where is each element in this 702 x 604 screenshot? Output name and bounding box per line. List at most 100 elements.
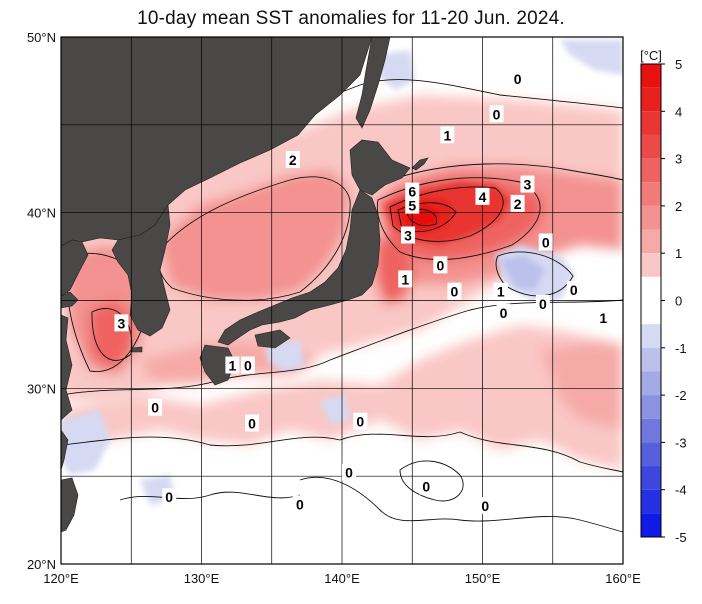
contour-label-0: 0 bbox=[148, 398, 163, 416]
lon-label: 130°E bbox=[184, 571, 220, 586]
colorbar-band bbox=[641, 276, 661, 301]
contour-label-text: 2 bbox=[514, 196, 522, 212]
land-liaodong bbox=[61, 239, 89, 297]
lat-lon-grid bbox=[61, 37, 623, 564]
contour-label-0: 0 bbox=[510, 70, 525, 88]
cold-patch-2 bbox=[500, 255, 545, 290]
land-kyushu bbox=[199, 344, 236, 386]
colorbar-band bbox=[641, 111, 661, 135]
lat-label: 50°N bbox=[27, 30, 56, 45]
land-jeju bbox=[131, 346, 143, 353]
contour-label-bg bbox=[292, 495, 307, 513]
colorbar-tick-label: 3 bbox=[675, 152, 682, 167]
contour-label-bg bbox=[478, 497, 493, 515]
contour-label-text: 1 bbox=[401, 271, 409, 287]
map-frame bbox=[60, 36, 624, 565]
anomaly-band-2c-japansea bbox=[160, 170, 350, 300]
contour-label-bg bbox=[440, 126, 455, 144]
cold-patch-8 bbox=[320, 395, 350, 425]
contour-label-0: 0 bbox=[478, 497, 493, 515]
contour-label-text: 0 bbox=[356, 414, 364, 430]
colorbar-bands bbox=[641, 64, 661, 537]
contour-label-text: 0 bbox=[493, 106, 501, 122]
contour-label-text: 0 bbox=[244, 357, 252, 373]
cold-patch-3 bbox=[560, 40, 623, 75]
colorbar-tick-label: 2 bbox=[675, 199, 682, 214]
land-sakhalin bbox=[355, 37, 391, 129]
contour-line bbox=[389, 186, 504, 242]
colorbar-band bbox=[641, 300, 661, 325]
contour-label-text: 1 bbox=[443, 127, 451, 143]
contour-label-bg bbox=[493, 282, 508, 300]
colorbar-band bbox=[641, 371, 661, 396]
contour-label-1: 1 bbox=[440, 126, 455, 144]
contour-label-text: 1 bbox=[497, 284, 505, 300]
contour-label-1: 1 bbox=[596, 309, 611, 327]
contour-label-text: 3 bbox=[118, 315, 126, 331]
colorbar-tick-label: -3 bbox=[675, 435, 687, 450]
contour-label-text: 0 bbox=[481, 498, 489, 514]
contour-label-1: 1 bbox=[225, 356, 240, 374]
contour-label-text: 0 bbox=[151, 400, 159, 416]
longitude-labels: 120°E 130°E 140°E 150°E 160°E bbox=[43, 571, 641, 586]
contour-label-bg bbox=[240, 356, 255, 374]
contour-label-bg bbox=[475, 187, 490, 205]
colorbar-band bbox=[641, 229, 661, 254]
contour-line bbox=[389, 163, 623, 181]
colorbar-band bbox=[641, 158, 661, 183]
contour-label-text: 0 bbox=[542, 235, 550, 251]
contour-label-text: 0 bbox=[345, 465, 353, 481]
contour-label-0: 0 bbox=[240, 356, 255, 374]
land-shikoku bbox=[254, 329, 291, 349]
contour-label-bg bbox=[148, 398, 163, 416]
colorbar-band bbox=[641, 134, 661, 159]
colorbar-tick-label: -4 bbox=[675, 483, 687, 498]
contour-label-bg bbox=[285, 150, 300, 168]
contour-label-text: 0 bbox=[422, 479, 430, 495]
contour-label-0: 0 bbox=[496, 303, 511, 321]
colorbar-tick-label: -1 bbox=[675, 341, 687, 356]
lon-label: 120°E bbox=[43, 571, 79, 586]
contour-label-2: 2 bbox=[285, 150, 300, 168]
lat-label: 30°N bbox=[27, 381, 56, 396]
contour-label-bg bbox=[496, 303, 511, 321]
contour-label-text: 3 bbox=[404, 228, 412, 244]
latitude-labels: 50°N 40°N 30°N 20°N bbox=[27, 30, 56, 572]
lat-label: 40°N bbox=[27, 206, 56, 221]
colorbar-tick-label: 5 bbox=[675, 57, 682, 72]
colorbar-tick-label: 0 bbox=[675, 294, 682, 309]
colorbar-band bbox=[641, 442, 661, 467]
contour-line bbox=[157, 176, 351, 301]
colorbar-tick-label: -2 bbox=[675, 388, 687, 403]
land-taiwan bbox=[61, 477, 79, 533]
contour-label-bg bbox=[162, 488, 177, 506]
colorbar-tick-label: -5 bbox=[675, 530, 687, 545]
anomaly-band-1c-se bbox=[540, 340, 623, 430]
contour-label-bg bbox=[596, 309, 611, 327]
contour-line bbox=[399, 460, 464, 502]
colorbar-band bbox=[641, 253, 661, 277]
contour-label-3: 3 bbox=[114, 314, 129, 332]
contour-label-0: 0 bbox=[535, 295, 550, 313]
colorbar-ticks: 5 4 3 2 1 0 -1 -2 -3 -4 -5 bbox=[661, 57, 687, 545]
contour-label-5: 5 bbox=[405, 196, 420, 214]
contour-line bbox=[495, 251, 574, 297]
anomaly-band-3c-sanriku bbox=[375, 235, 415, 305]
land-kuril bbox=[411, 157, 429, 171]
contour-label-bg bbox=[114, 314, 129, 332]
contour-label-text: 0 bbox=[165, 489, 173, 505]
land-honshu bbox=[217, 189, 381, 346]
contour-label-3: 3 bbox=[401, 226, 416, 244]
contour-label-text: 0 bbox=[539, 296, 547, 312]
contour-label-0: 0 bbox=[342, 463, 357, 481]
colorbar-band bbox=[641, 347, 661, 372]
land-shandong bbox=[61, 291, 79, 309]
contour-label-2: 2 bbox=[510, 194, 525, 212]
contour-label-1: 1 bbox=[398, 270, 413, 288]
contour-line bbox=[61, 431, 623, 473]
colorbar-tick-label: 4 bbox=[675, 104, 682, 119]
contour-label-bg bbox=[566, 280, 581, 298]
lat-label: 20°N bbox=[27, 557, 56, 572]
contour-label-bg bbox=[538, 233, 553, 251]
